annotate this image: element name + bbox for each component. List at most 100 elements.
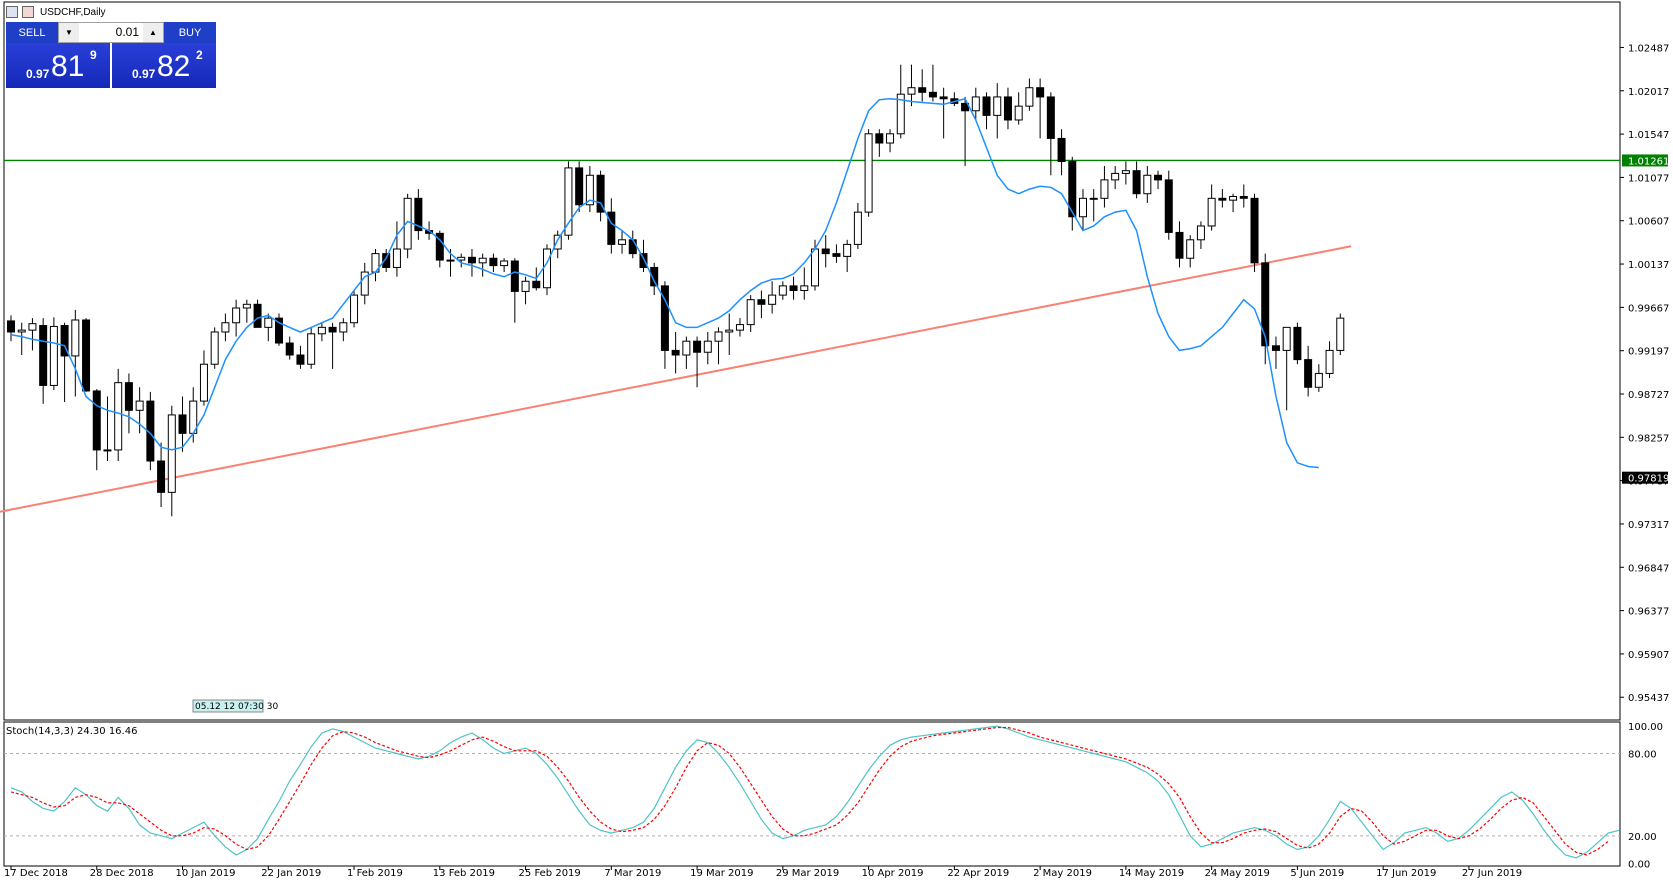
buy-button[interactable]: BUY (164, 22, 216, 43)
lot-increase-arrow-icon[interactable]: ▲ (143, 23, 163, 42)
bullish-candle (1325, 349, 1334, 374)
bearish-candle (178, 414, 187, 434)
x-tick-label: 28 Dec 2018 (90, 868, 154, 879)
bearish-candle (1250, 197, 1259, 264)
x-tick-label: 10 Apr 2019 (862, 868, 924, 879)
y-tick-label: 1.01547 (1628, 130, 1669, 141)
bullish-candle (864, 133, 873, 213)
x-tick-label: 19 Mar 2019 (690, 868, 753, 879)
bullish-candle (307, 333, 316, 365)
bearish-candle (275, 317, 283, 344)
bearish-candle (757, 299, 766, 305)
bearish-candle (124, 382, 133, 411)
bearish-candle (82, 319, 91, 392)
bullish-candle (585, 174, 594, 206)
x-tick-label: 22 Jan 2019 (261, 868, 321, 879)
bearish-candle (382, 253, 391, 268)
support-trend-line (0, 245, 1352, 513)
bullish-candle (811, 248, 819, 287)
bullish-candle (478, 257, 487, 264)
bearish-candle (928, 91, 937, 98)
chart-window-icon (6, 6, 18, 18)
stochastic-y-tick-label: 80.00 (1628, 750, 1657, 761)
bullish-candle (1186, 239, 1195, 259)
x-tick-label: 27 Jun 2019 (1462, 868, 1522, 879)
x-tick-label: 7 Mar 2019 (604, 868, 661, 879)
bearish-candle (1239, 195, 1248, 199)
y-tick-label: 1.00137 (1628, 260, 1669, 271)
bullish-candle (135, 400, 144, 411)
bullish-candle (1207, 197, 1216, 227)
chart-title: USDCHF,Daily (40, 6, 106, 18)
y-tick-label: 0.95907 (1628, 650, 1669, 661)
bullish-candle (17, 329, 26, 333)
bearish-candle (1164, 179, 1173, 233)
lot-size-field[interactable]: ▼ 0.01 ▲ (58, 22, 164, 43)
x-tick-label: 29 Mar 2019 (776, 868, 839, 879)
x-tick-label: 24 May 2019 (1205, 868, 1270, 879)
bearish-candle (1154, 174, 1163, 181)
y-tick-label: 0.96847 (1628, 563, 1669, 574)
bullish-candle (28, 323, 37, 331)
bullish-candle (339, 322, 348, 333)
y-tick-label: 1.02487 (1628, 43, 1669, 54)
bullish-candle (392, 248, 401, 268)
bearish-candle (671, 349, 680, 356)
bullish-candle (971, 96, 980, 112)
bearish-candle (1046, 96, 1055, 139)
x-tick-label: 14 May 2019 (1119, 868, 1184, 879)
bearish-candle (253, 303, 262, 328)
stochastic-y-tick-label: 0.00 (1628, 859, 1650, 870)
bearish-candle (1175, 231, 1184, 259)
stochastic-y-tick-label: 20.00 (1628, 832, 1657, 843)
bullish-candle (907, 87, 916, 95)
ask-last-digit: 2 (196, 48, 203, 62)
bullish-candle (103, 449, 112, 452)
bearish-candle (157, 460, 166, 493)
y-tick-label: 0.96377 (1628, 607, 1669, 618)
bullish-candle (993, 96, 1002, 116)
bullish-candle (1336, 317, 1345, 351)
bearish-candle (982, 96, 991, 116)
bullish-candle (167, 414, 176, 493)
resistance-level-tag (1622, 154, 1668, 167)
y-tick-label: 1.01077 (1628, 173, 1669, 184)
moving-average-line (10, 97, 1319, 469)
bullish-candle (114, 382, 123, 451)
bearish-candle (639, 253, 648, 268)
main-plot-frame (3, 1, 1621, 721)
bearish-candle (285, 342, 294, 356)
x-tick-label: 2 May 2019 (1033, 868, 1092, 879)
bullish-candle (210, 331, 219, 365)
bullish-candle (703, 340, 712, 353)
bullish-candle (714, 331, 723, 342)
x-tick-label: 13 Feb 2019 (433, 868, 495, 879)
bearish-candle (92, 390, 101, 451)
bearish-candle (821, 248, 830, 255)
bearish-candle (532, 280, 541, 289)
bearish-candle (1293, 326, 1302, 361)
bullish-candle (1014, 105, 1023, 121)
bearish-candle (1003, 96, 1012, 121)
sell-button[interactable]: SELL (6, 22, 58, 43)
y-tick-label: 1.00607 (1628, 217, 1669, 228)
one-click-trading-panel: SELL ▼ 0.01 ▲ BUY 0.97 81 9 0.97 82 2 (6, 22, 218, 88)
x-tick-label: 10 Jan 2019 (176, 868, 236, 879)
bid-quote[interactable]: 0.97 81 9 (6, 43, 110, 88)
lot-size-value[interactable]: 0.01 (115, 25, 139, 39)
time-marker-label: 05.12 12 07:30 30 (195, 702, 278, 712)
bearish-candle (510, 260, 519, 292)
bullish-candle (1314, 372, 1323, 388)
bullish-candle (725, 329, 734, 333)
ask-quote[interactable]: 0.97 82 2 (112, 43, 216, 88)
bullish-candle (521, 280, 530, 292)
bullish-candle (543, 248, 551, 289)
lot-decrease-arrow-icon[interactable]: ▼ (59, 23, 79, 42)
bullish-candle (843, 243, 852, 257)
bullish-candle (49, 325, 58, 386)
bullish-candle (682, 340, 691, 356)
bullish-candle (446, 259, 455, 262)
bearish-candle (918, 87, 927, 93)
bearish-candle (628, 239, 637, 255)
